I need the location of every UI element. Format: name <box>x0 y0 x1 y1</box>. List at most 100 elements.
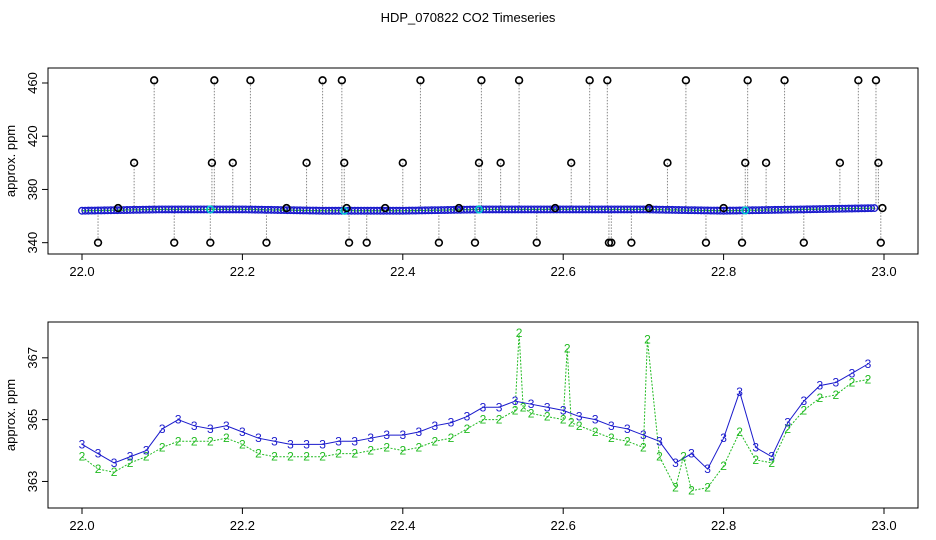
series-2-point: 2 <box>672 481 679 495</box>
series-3-point: 3 <box>448 416 455 430</box>
outlier-point <box>282 203 291 213</box>
series-2-point: 2 <box>223 431 230 445</box>
top-chart-marks <box>78 76 887 247</box>
bottom-plot-frame <box>47 321 919 509</box>
top-x-tick-label: 22.0 <box>69 264 94 279</box>
outlier-point <box>741 158 750 168</box>
series-2-point: 2 <box>255 447 262 461</box>
outlier-point <box>149 76 159 85</box>
series-2-point: 2 <box>544 410 551 424</box>
series-2-point: 2 <box>367 444 374 458</box>
outlier-point <box>262 238 271 247</box>
bottom-y-tick-label: 367 <box>25 347 40 369</box>
cyan-point <box>741 206 750 215</box>
series-2-point: 2 <box>564 342 571 356</box>
series-3-point: 3 <box>865 357 872 371</box>
series-3-point: 3 <box>560 403 567 417</box>
outlier-point <box>663 158 672 168</box>
series-2-point: 2 <box>239 437 246 451</box>
baseline-point <box>867 204 876 213</box>
series-2-point: 2 <box>303 450 310 464</box>
series-3-point: 3 <box>432 419 439 433</box>
series-2-point: 2 <box>95 462 102 476</box>
series-3-point: 3 <box>736 385 743 399</box>
series-2-point: 2 <box>432 434 439 448</box>
outlier-point <box>207 158 217 168</box>
series-2-point: 2 <box>271 450 278 464</box>
series-3-point: 3 <box>223 419 230 433</box>
series-2-point: 2 <box>464 422 471 436</box>
series-2-point: 2 <box>287 450 294 464</box>
outlier-point <box>210 76 219 85</box>
series-3-point: 3 <box>207 422 214 436</box>
series-2-point: 2 <box>720 459 727 473</box>
series-3-point: 3 <box>640 428 647 442</box>
bottom-x-tick-label: 22.8 <box>711 518 736 533</box>
figure-title: HDP_070822 CO2 Timeseries <box>381 10 556 25</box>
series-2-point: 2 <box>335 447 342 461</box>
series-2-point: 2 <box>784 422 791 436</box>
series-2-point: 2 <box>640 440 647 454</box>
outlier-point <box>454 203 464 213</box>
series-3-point: 3 <box>127 450 134 464</box>
outlier-point <box>780 76 789 85</box>
outlier-point <box>342 203 351 213</box>
top-y-axis-label: approx. ppm <box>3 125 18 197</box>
series-3-point: 3 <box>303 437 310 451</box>
series-3-point: 3 <box>576 410 583 424</box>
top-x-tick-label: 23.0 <box>871 264 896 279</box>
series-2-point: 2 <box>560 413 567 427</box>
outlier-point <box>607 238 616 247</box>
series-3-point: 3 <box>672 456 679 470</box>
series-3-point: 3 <box>255 431 262 445</box>
outlier-point <box>550 203 560 213</box>
series-2-point: 2 <box>624 434 631 448</box>
series-3-point: 3 <box>191 419 198 433</box>
series-3-point: 3 <box>319 437 326 451</box>
series-3-point: 3 <box>800 394 807 408</box>
series-2-point: 2 <box>800 403 807 417</box>
top-axes: 22.0 22.2 22.4 22.6 22.8 23.0 340 380 420 460 <box>25 72 897 279</box>
top-plot-frame <box>47 67 919 255</box>
series-2-point: 2 <box>849 376 856 390</box>
outlier-point <box>302 158 311 168</box>
series-2-point: 2 <box>111 465 118 479</box>
series-3-point: 3 <box>833 376 840 390</box>
top-y-tick-label: 460 <box>25 72 40 94</box>
bottom-x-tick-label: 22.4 <box>390 518 415 533</box>
series-2-point: 2 <box>816 391 823 405</box>
series-2-point: 2 <box>207 434 214 448</box>
series-2-point: 2 <box>608 431 615 445</box>
series-3-point: 3 <box>415 425 422 439</box>
outlier-point <box>170 238 179 247</box>
outlier-point <box>470 238 480 247</box>
series-3-point: 3 <box>159 422 166 436</box>
top-y-tick-label: 340 <box>25 232 40 254</box>
bottom-x-tick-label: 22.6 <box>551 518 576 533</box>
series-2-point: 2 <box>520 400 527 414</box>
series-3-point: 3 <box>79 437 86 451</box>
series-2-point: 2 <box>528 406 535 420</box>
series-2-point: 2 <box>704 481 711 495</box>
series-3-point: 3 <box>383 428 390 442</box>
outlier-point <box>876 238 885 247</box>
top-y-tick-label: 420 <box>25 125 40 147</box>
series-3-point: 3 <box>175 413 182 427</box>
series-2-point: 2 <box>644 332 651 346</box>
series-3-point: 3 <box>624 422 631 436</box>
outlier-point <box>701 238 711 247</box>
top-x-tick-label: 22.4 <box>390 264 415 279</box>
top-x-tick-label: 22.6 <box>551 264 576 279</box>
series-3-point: 3 <box>512 394 519 408</box>
series-3-point: 3 <box>335 434 342 448</box>
series-3-point: 3 <box>143 444 150 458</box>
series-3-point: 3 <box>592 413 599 427</box>
outlier-point <box>737 238 747 247</box>
series-2-point: 2 <box>592 425 599 439</box>
series-3-point: 3 <box>704 462 711 476</box>
series-3-point: 3 <box>95 447 102 461</box>
series-2-point: 2 <box>512 403 519 417</box>
outlier-point <box>627 238 636 247</box>
series-2-point: 2 <box>448 431 455 445</box>
